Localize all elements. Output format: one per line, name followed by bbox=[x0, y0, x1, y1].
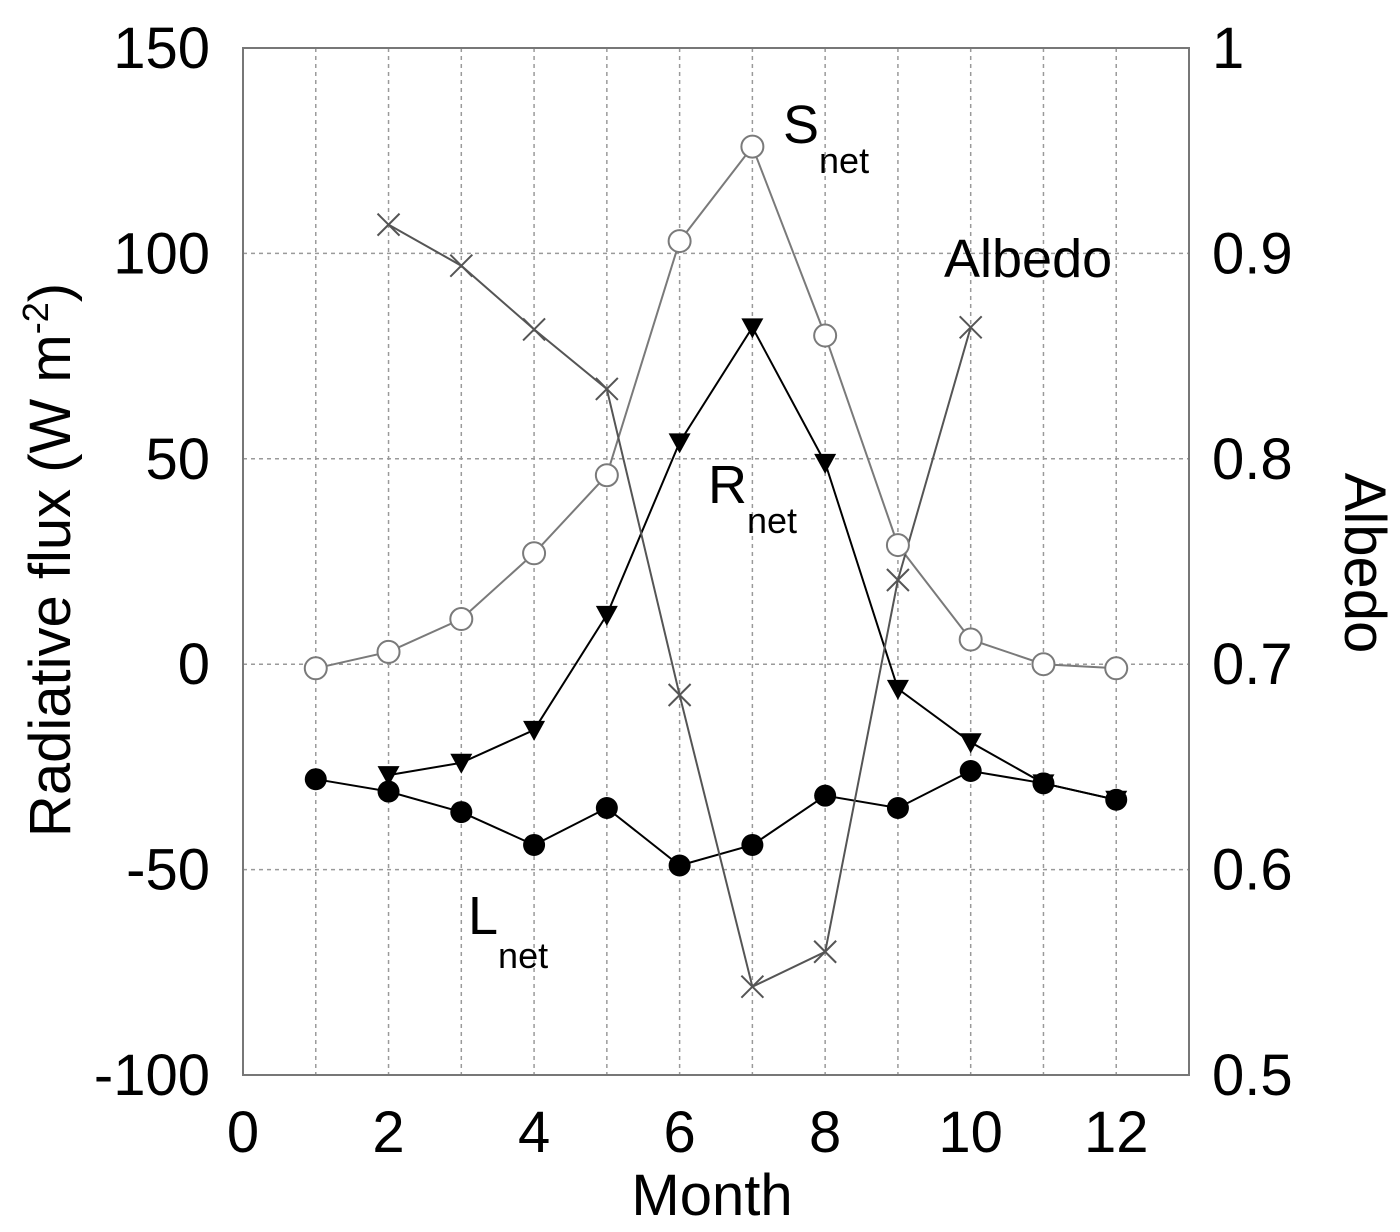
plot-frame bbox=[242, 47, 1190, 1076]
y-axis-title-end: ) bbox=[18, 283, 83, 302]
y2-tick-label: 1 bbox=[1212, 16, 1244, 81]
series-label-lnet-sub: net bbox=[498, 935, 548, 976]
data-point-r-net bbox=[814, 453, 837, 474]
data-point-l-net bbox=[741, 833, 764, 856]
series-line-s-net bbox=[315, 144, 1117, 670]
data-point-albedo bbox=[522, 317, 546, 342]
y2-tick-label: 0.9 bbox=[1212, 221, 1293, 286]
y-tick-label: 150 bbox=[113, 16, 210, 81]
data-point-l-net bbox=[450, 801, 473, 824]
data-point-s-net bbox=[667, 229, 692, 254]
data-point-r-net bbox=[450, 753, 473, 774]
data-point-l-net bbox=[886, 796, 909, 819]
data-point-s-net bbox=[885, 533, 910, 558]
data-point-s-net bbox=[1104, 656, 1129, 681]
data-point-s-net bbox=[376, 639, 401, 664]
svg-text:Snet: Snet bbox=[783, 95, 869, 181]
data-point-albedo bbox=[449, 254, 474, 278]
data-point-albedo bbox=[595, 377, 619, 401]
data-point-s-net bbox=[522, 541, 547, 566]
x-tick-label: 2 bbox=[372, 1100, 404, 1165]
series-line-l-net bbox=[315, 769, 1117, 867]
data-point-albedo bbox=[740, 974, 765, 999]
series-label-snet-sub: net bbox=[819, 140, 869, 181]
data-point-s-net bbox=[594, 463, 619, 488]
data-point-albedo bbox=[813, 940, 837, 964]
series-markers bbox=[303, 134, 1129, 999]
tick-labels: 0 2 4 6 8 10 12 -100 -50 0 50 100 150 0.5 0.6 0.7 0.8 0.9… bbox=[94, 16, 1293, 1165]
series-label-lnet-main: L bbox=[468, 886, 498, 946]
y2-tick-label: 0.5 bbox=[1212, 1043, 1293, 1108]
y2-tick-label: 0.6 bbox=[1212, 838, 1293, 903]
data-point-s-net bbox=[303, 656, 328, 681]
x-tick-label: 6 bbox=[663, 1100, 695, 1165]
data-point-r-net bbox=[377, 766, 400, 787]
y-tick-label: 0 bbox=[178, 632, 210, 697]
data-point-l-net bbox=[377, 780, 400, 803]
data-point-albedo bbox=[958, 315, 983, 340]
y-tick-label: -100 bbox=[94, 1043, 210, 1108]
data-point-l-net bbox=[523, 833, 546, 856]
data-point-l-net bbox=[1032, 772, 1055, 795]
data-point-albedo bbox=[886, 568, 910, 592]
y-axis-title-main: Radiative flux (W m bbox=[18, 334, 83, 837]
series-label-snet: Snet bbox=[783, 95, 869, 181]
series-label-snet-main: S bbox=[783, 95, 819, 155]
data-point-s-net bbox=[958, 627, 983, 652]
data-point-l-net bbox=[304, 768, 327, 791]
y-tick-label: -50 bbox=[126, 838, 210, 903]
y-axis-title: Radiative flux (W m-2) bbox=[15, 283, 83, 837]
y2-axis-title: Albedo bbox=[1332, 473, 1397, 654]
series-label-lnet: Lnet bbox=[468, 886, 548, 976]
data-point-s-net bbox=[740, 134, 765, 159]
x-tick-label: 10 bbox=[938, 1100, 1003, 1165]
data-point-r-net bbox=[959, 733, 982, 754]
data-point-l-net bbox=[814, 784, 837, 807]
data-point-l-net bbox=[1105, 788, 1128, 811]
svg-text:Lnet: Lnet bbox=[468, 886, 548, 976]
data-point-r-net bbox=[668, 433, 691, 454]
data-point-l-net bbox=[959, 760, 982, 783]
x-tick-label: 8 bbox=[809, 1100, 841, 1165]
data-point-r-net bbox=[886, 679, 909, 700]
series-label-albedo: Albedo bbox=[944, 229, 1112, 289]
y-tick-label: 100 bbox=[113, 221, 210, 286]
data-point-albedo bbox=[376, 212, 401, 237]
series-label-rnet-main: R bbox=[708, 455, 747, 515]
data-point-s-net bbox=[1031, 652, 1056, 677]
data-point-r-net bbox=[523, 720, 546, 741]
x-axis-title: Month bbox=[631, 1163, 792, 1228]
data-point-s-net bbox=[449, 607, 474, 632]
data-point-s-net bbox=[813, 323, 838, 348]
series-label-rnet: Rnet bbox=[708, 455, 797, 541]
y-tick-label: 50 bbox=[145, 427, 210, 492]
data-point-albedo bbox=[667, 683, 692, 707]
x-tick-label: 0 bbox=[227, 1100, 259, 1165]
data-point-l-net bbox=[595, 796, 618, 819]
data-point-r-net bbox=[741, 318, 764, 339]
y2-tick-label: 0.7 bbox=[1212, 632, 1293, 697]
data-point-r-net bbox=[595, 605, 618, 626]
svg-text:Rnet: Rnet bbox=[708, 455, 797, 541]
y2-tick-label: 0.8 bbox=[1212, 427, 1293, 492]
data-point-l-net bbox=[668, 854, 691, 877]
y-axis-title-sup: -2 bbox=[15, 302, 56, 334]
series-label-rnet-sub: net bbox=[747, 500, 797, 541]
x-tick-label: 4 bbox=[518, 1100, 550, 1165]
grid-lines bbox=[243, 48, 1189, 1075]
x-tick-label: 12 bbox=[1084, 1100, 1149, 1165]
